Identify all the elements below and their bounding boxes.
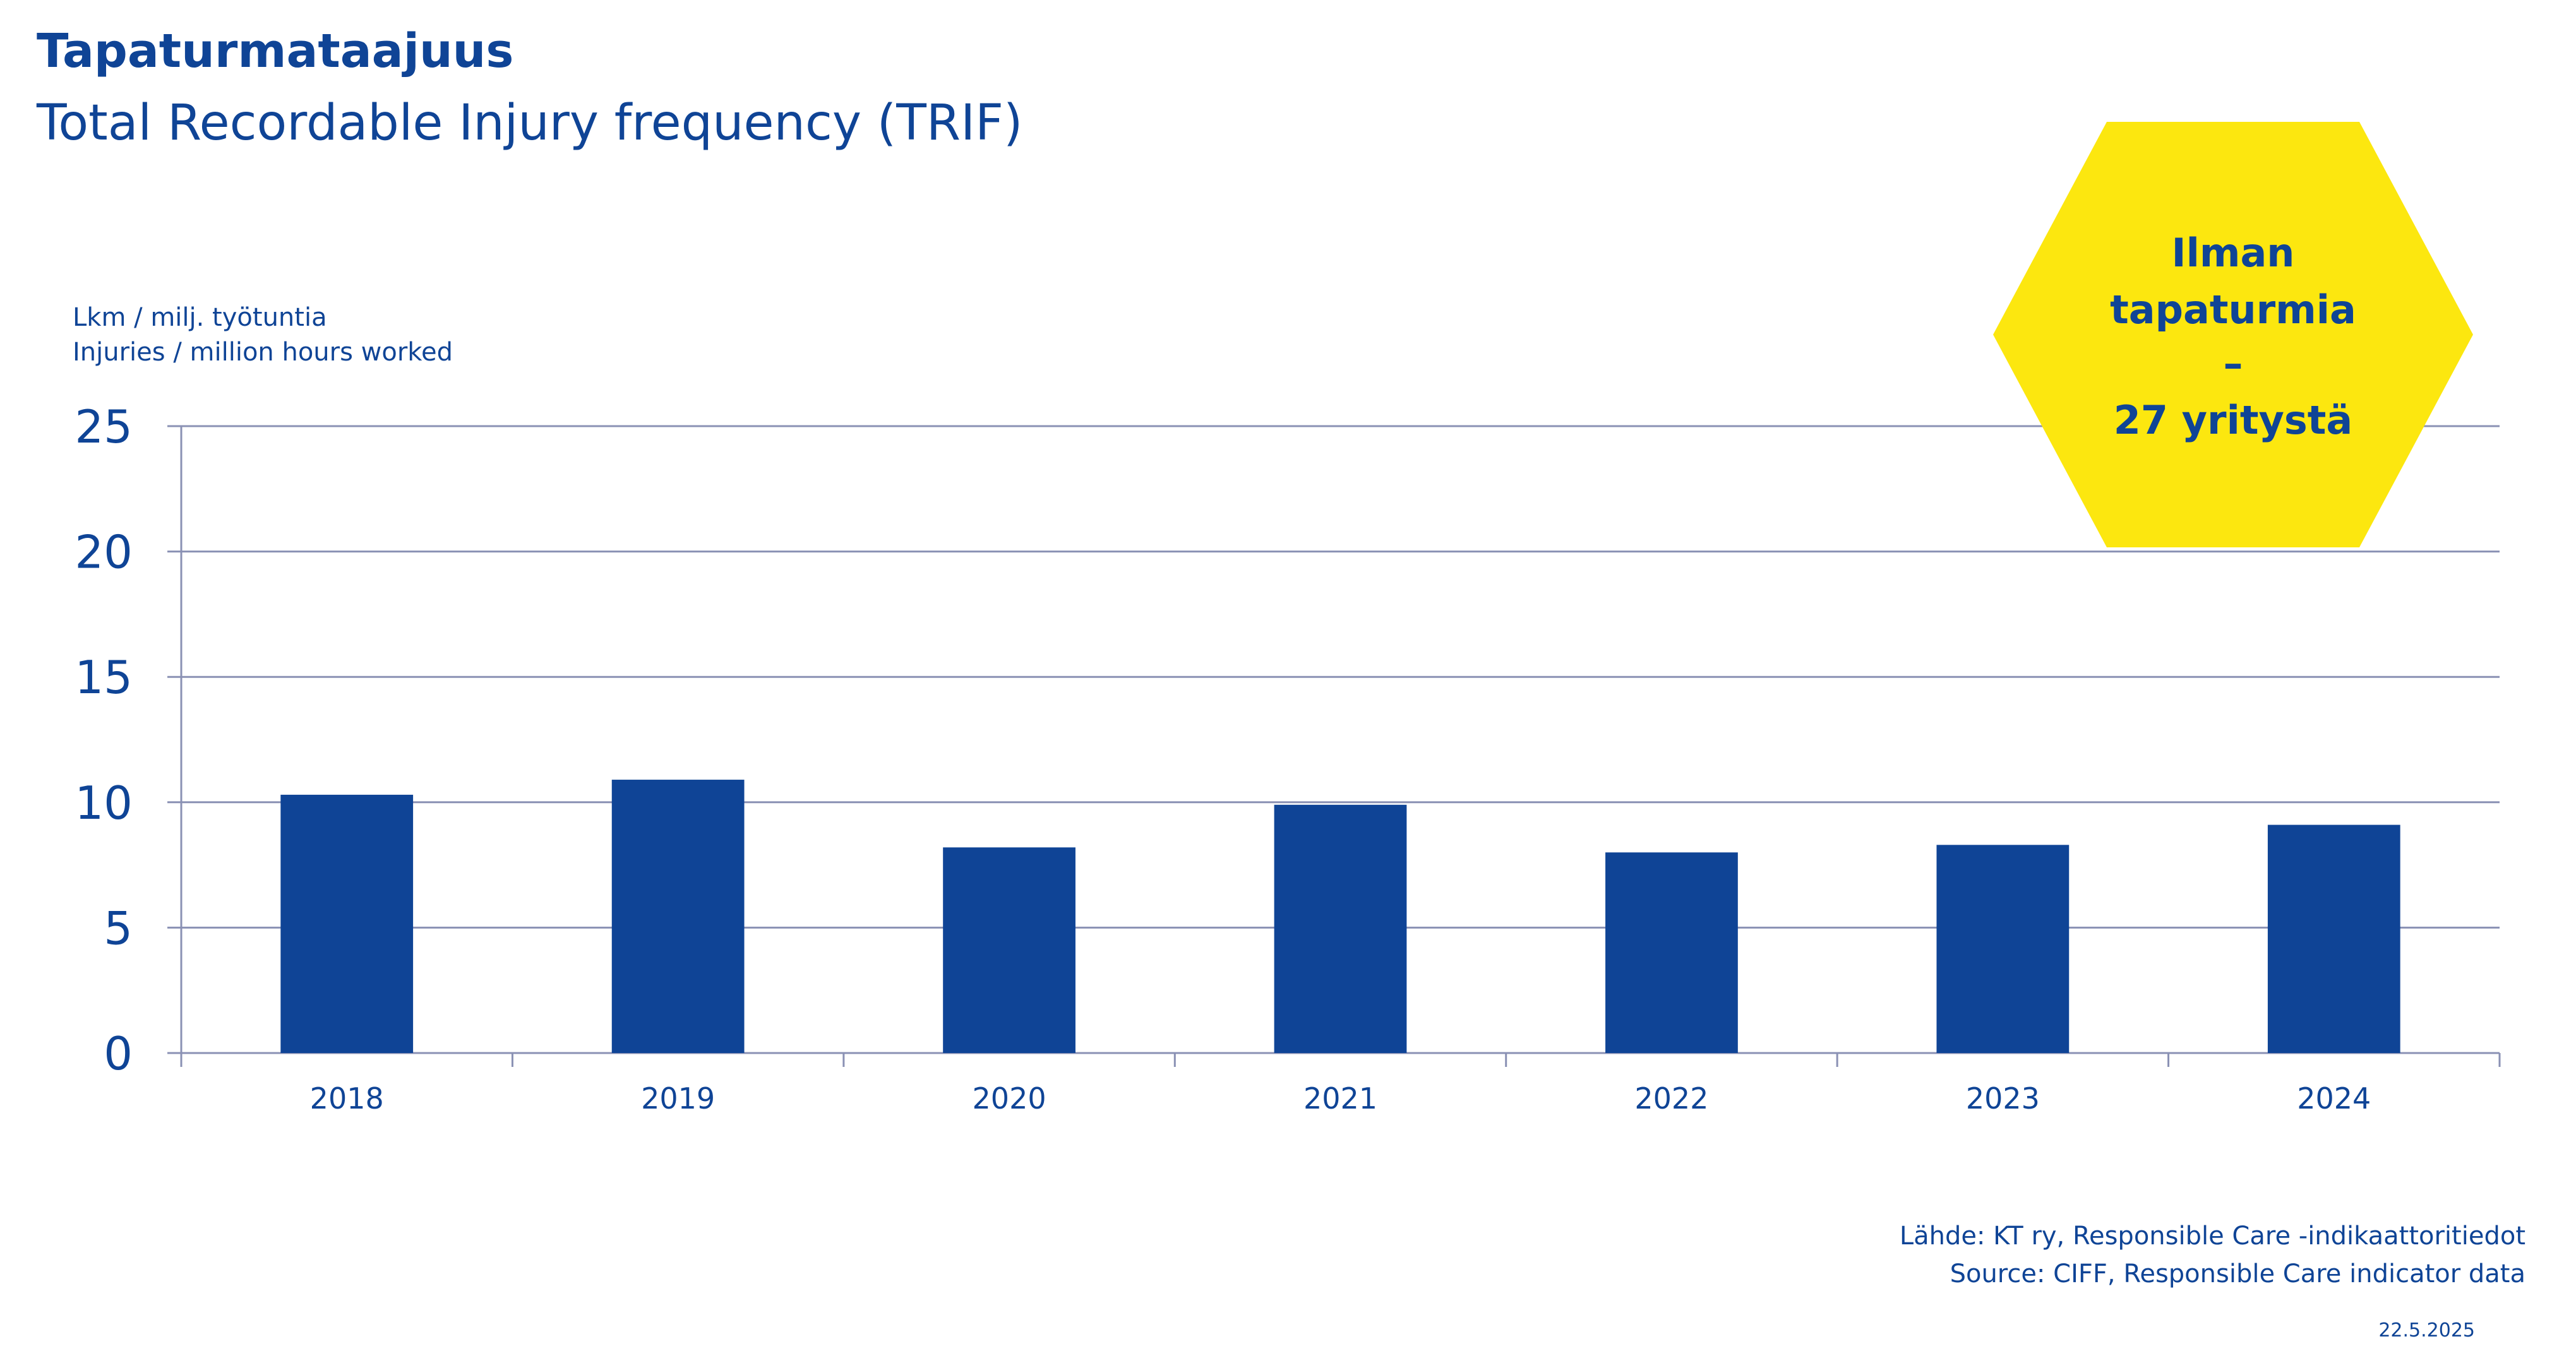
bar-2023 <box>1936 845 2070 1053</box>
bar-2024 <box>2267 824 2400 1053</box>
bar-2020 <box>943 847 1075 1053</box>
y-tick-label: 25 <box>75 400 133 453</box>
y-axis-unit-fi: Lkm / milj. työtuntia <box>73 303 327 332</box>
x-tick-label: 2024 <box>2297 1081 2371 1116</box>
badge-hexagon: Ilman tapaturmia – 27 yritystä <box>1993 122 2473 547</box>
bar-2022 <box>1605 852 1738 1053</box>
badge-text-line: tapaturmia <box>2110 287 2356 333</box>
x-tick-label: 2022 <box>1634 1081 1708 1116</box>
y-tick-label: 10 <box>75 777 133 830</box>
y-axis-unit-en: Injuries / million hours worked <box>73 338 453 367</box>
y-tick-label: 20 <box>75 526 133 579</box>
bar-2021 <box>1274 804 1407 1053</box>
x-tick-label: 2023 <box>1966 1081 2040 1116</box>
source-en: Source: CIFF, Responsible Care indicator… <box>1950 1259 2525 1289</box>
y-tick-label: 5 <box>104 902 133 955</box>
bar-2018 <box>280 794 414 1053</box>
source-fi: Lähde: KT ry, Responsible Care -indikaat… <box>1899 1222 2525 1251</box>
badge-text-line: – <box>2224 340 2243 386</box>
x-tick-label: 2019 <box>641 1081 715 1116</box>
chart-title: Tapaturmataajuus <box>37 24 514 78</box>
x-tick-label: 2020 <box>973 1081 1046 1116</box>
bar-2019 <box>611 780 745 1053</box>
badge-shape <box>1993 122 2473 547</box>
badge-text-line: Ilman <box>2172 230 2295 276</box>
publish-date: 22.5.2025 <box>2378 1319 2475 1342</box>
chart-subtitle: Total Recordable Injury frequency (TRIF) <box>37 95 1023 152</box>
x-tick-label: 2018 <box>310 1081 384 1116</box>
y-tick-label: 0 <box>104 1027 133 1080</box>
y-tick-label: 15 <box>75 651 133 704</box>
x-tick-label: 2021 <box>1303 1081 1377 1116</box>
badge-text-line: 27 yritystä <box>2114 397 2353 443</box>
